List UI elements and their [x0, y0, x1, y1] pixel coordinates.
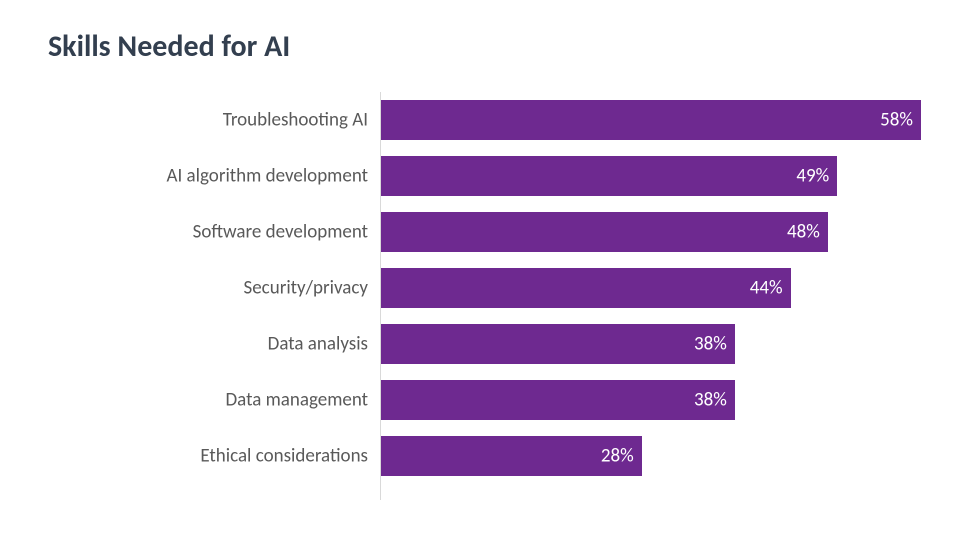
category-label: Data analysis: [148, 333, 368, 356]
slide: Skills Needed for AI Troubleshooting AI5…: [0, 0, 960, 540]
category-label: AI algorithm development: [148, 165, 368, 188]
skills-bar-chart: Troubleshooting AI58%AI algorithm develo…: [160, 92, 920, 500]
value-label: 38%: [694, 389, 727, 412]
bar: 28%: [381, 436, 642, 476]
bar-row: Data analysis38%: [380, 316, 920, 372]
value-label: 28%: [601, 445, 634, 468]
bar: 58%: [381, 100, 921, 140]
plot-area: Troubleshooting AI58%AI algorithm develo…: [380, 92, 920, 500]
category-label: Security/privacy: [148, 277, 368, 300]
bar: 44%: [381, 268, 791, 308]
bar: 48%: [381, 212, 828, 252]
bar-row: Data management38%: [380, 372, 920, 428]
bar: 38%: [381, 324, 735, 364]
bar-row: Security/privacy44%: [380, 260, 920, 316]
value-label: 49%: [796, 165, 829, 188]
bar: 38%: [381, 380, 735, 420]
category-label: Software development: [148, 221, 368, 244]
bar-row: Software development48%: [380, 204, 920, 260]
bar-row: AI algorithm development49%: [380, 148, 920, 204]
value-label: 58%: [880, 109, 913, 132]
value-label: 48%: [787, 221, 820, 244]
category-label: Ethical considerations: [148, 445, 368, 468]
chart-title: Skills Needed for AI: [48, 28, 290, 65]
bar-row: Troubleshooting AI58%: [380, 92, 920, 148]
category-label: Data management: [148, 389, 368, 412]
bar-row: Ethical considerations28%: [380, 428, 920, 484]
value-label: 38%: [694, 333, 727, 356]
value-label: 44%: [750, 277, 783, 300]
bar: 49%: [381, 156, 837, 196]
category-label: Troubleshooting AI: [148, 109, 368, 132]
